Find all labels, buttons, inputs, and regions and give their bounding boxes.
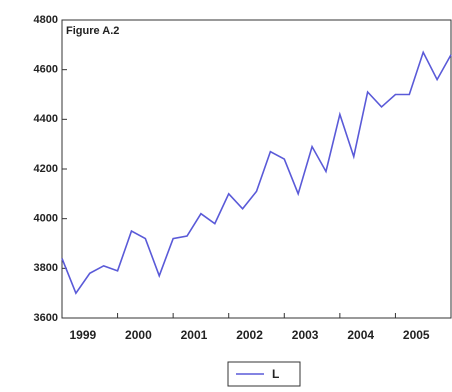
y-tick-label: 3800: [34, 262, 58, 274]
data-line: [61, 50, 452, 295]
chart-title: Figure A.2: [66, 25, 119, 37]
x-tick-label: 2005: [403, 328, 430, 342]
y-tick-label: 4600: [34, 64, 58, 76]
plot-frame: [61, 19, 452, 319]
x-tick-label: 2004: [347, 328, 374, 342]
y-tick-label: 4200: [34, 163, 58, 175]
y-tick-label: 3600: [34, 312, 58, 324]
y-tick-label: 4000: [34, 213, 58, 225]
x-tick-label: 2003: [292, 328, 319, 342]
y-tick-label: 4800: [34, 14, 58, 26]
x-tick-label: 2000: [125, 328, 152, 342]
x-tick-label: 1999: [69, 328, 96, 342]
x-tick-label: 2002: [236, 328, 263, 342]
legend-label: L: [272, 367, 279, 381]
x-tick-label: 2001: [181, 328, 208, 342]
y-tick-label: 4400: [34, 113, 58, 125]
